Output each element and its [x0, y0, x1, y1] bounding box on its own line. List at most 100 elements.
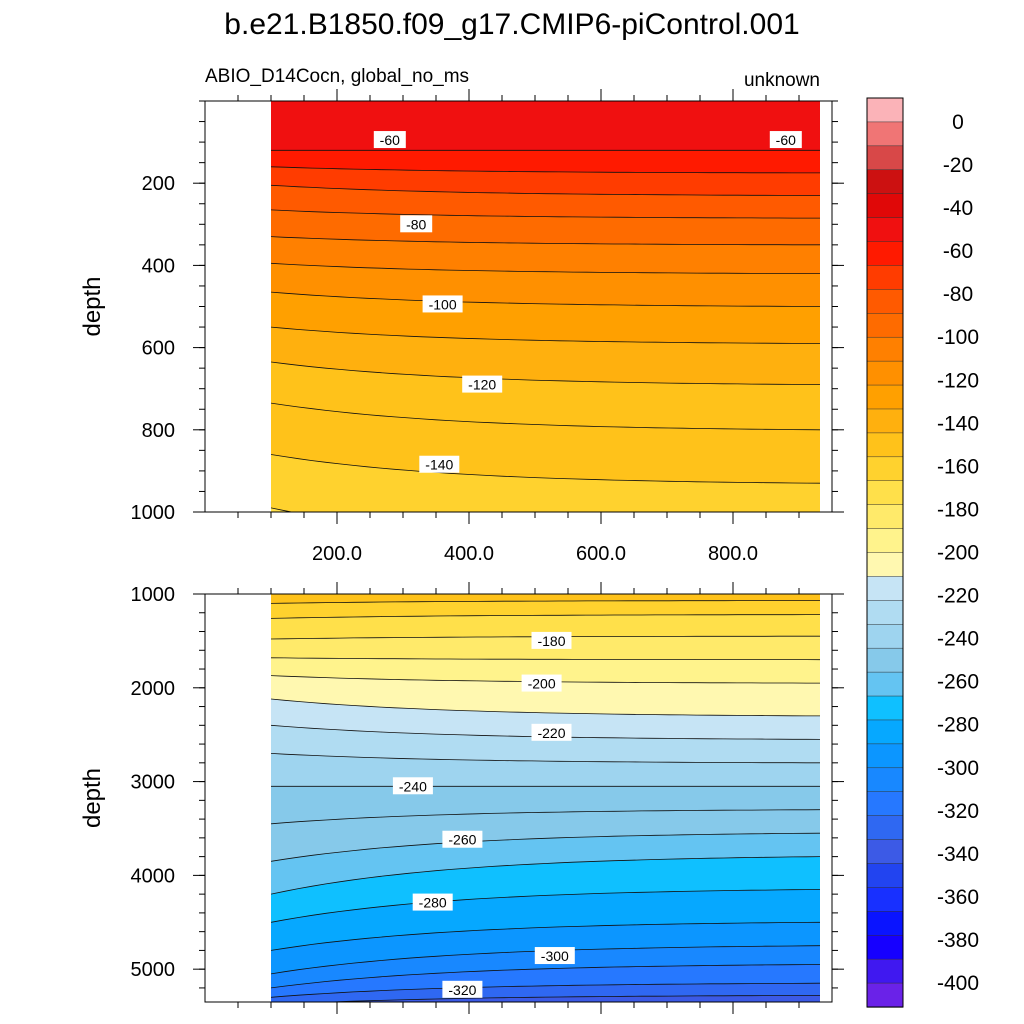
svg-text:-180: -180 [537, 633, 565, 649]
colorbar-swatch [866, 863, 904, 889]
svg-text:-260: -260 [448, 832, 476, 848]
contour-line [271, 184, 820, 196]
svg-text:-200: -200 [528, 676, 556, 692]
contour-label: -100 [422, 295, 463, 313]
colorbar-swatch [866, 934, 904, 960]
svg-text:-60: -60 [380, 132, 400, 148]
colorbar-swatch [866, 839, 904, 865]
contour-band [271, 507, 292, 512]
filled-contours [271, 101, 820, 512]
contour-line [271, 600, 820, 604]
x-tick-label: 200.0 [312, 543, 362, 565]
panel-1: -60 -60 -80 -100 -120 -140 200 400 600 800 1000 200… [79, 89, 844, 565]
contour-line [271, 236, 820, 246]
contour-line [271, 982, 820, 998]
contour-line [271, 832, 820, 862]
contour-line [271, 657, 820, 661]
colorbar-swatch [866, 695, 904, 721]
contour-label: -80 [400, 215, 433, 233]
colorbar-label: -100 [937, 326, 979, 349]
colorbar-label: -360 [937, 886, 979, 909]
colorbar-swatch [866, 360, 904, 386]
colorbar-swatch [866, 552, 904, 578]
colorbar-swatch [866, 313, 904, 338]
svg-text:-60: -60 [776, 132, 796, 148]
colorbar-swatch [866, 384, 904, 410]
contour-line [271, 921, 820, 951]
contour-label: -60 [373, 131, 406, 149]
figure-title: b.e21.B1850.f09_g17.CMIP6-piControl.001 [224, 8, 799, 41]
contour-line [271, 291, 820, 307]
colorbar-label: -160 [937, 455, 979, 478]
colorbar-swatch [866, 193, 904, 219]
filled-contours [271, 594, 820, 1002]
colorbar-swatch [866, 958, 904, 984]
contour-line [271, 166, 820, 174]
contour-label: -60 [769, 131, 802, 149]
contour-line [271, 454, 820, 484]
colorbar-swatch [866, 145, 904, 171]
colorbar-swatch [866, 289, 904, 314]
units-label: unknown [744, 70, 820, 91]
colorbar-label: -140 [937, 412, 979, 435]
colorbar-swatch [866, 719, 904, 745]
colorbar-swatch [866, 887, 904, 912]
contour-label: -140 [419, 455, 460, 473]
y-tick-label: 600 [142, 338, 175, 360]
contour-line [271, 402, 820, 431]
colorbar-label: 0 [952, 111, 964, 134]
colorbar-label: -200 [937, 542, 979, 565]
contour-line [271, 753, 820, 764]
x-tick-label: 400.0 [444, 543, 494, 565]
colorbar-swatch [866, 169, 904, 195]
svg-text:-80: -80 [406, 216, 426, 232]
y-tick-label: 2000 [131, 678, 176, 700]
colorbar-swatch [866, 528, 904, 554]
y-tick-label: 3000 [131, 772, 176, 794]
colorbar-swatch [866, 576, 904, 601]
colorbar-swatch [866, 647, 904, 673]
colorbar-label: -220 [937, 585, 979, 608]
colorbar-label: -80 [943, 283, 973, 306]
contour-line [271, 964, 820, 989]
colorbar-swatch [866, 982, 904, 1008]
colorbar-swatch [866, 480, 904, 506]
colorbar-swatch [866, 815, 904, 841]
contour-band [332, 995, 820, 1002]
panel-2: -180 -200 -220 -240 -260 -280 -300 -320 1000 2000… [79, 582, 844, 1014]
y-axis-title: depth [79, 768, 106, 828]
colorbar-label: -380 [937, 929, 979, 952]
y-tick-label: 800 [142, 420, 175, 442]
colorbar-label: -320 [937, 800, 979, 823]
colorbar-label: -400 [937, 972, 979, 995]
colorbar-swatch [866, 97, 904, 123]
contour-band [271, 454, 820, 512]
colorbar-swatch [866, 624, 904, 649]
contour-line [271, 809, 820, 825]
contour-line [271, 614, 820, 619]
colorbar-swatch [866, 432, 904, 458]
colorbar-swatch [866, 671, 904, 697]
colorbar-label: -240 [937, 628, 979, 651]
colorbar-swatch [866, 791, 904, 817]
y-tick-label: 4000 [131, 865, 176, 887]
colorbar-label: -300 [937, 757, 979, 780]
contour-line [271, 856, 820, 895]
contour-label: -240 [392, 777, 433, 795]
svg-text:-100: -100 [429, 296, 457, 312]
colorbar-swatch [866, 767, 904, 793]
y-tick-label: 1000 [131, 584, 176, 606]
contour-line [271, 326, 820, 344]
contour-label: -200 [521, 674, 562, 692]
colorbar-swatch [866, 336, 904, 362]
y-axis-title: depth [79, 276, 106, 336]
colorbar-label: -60 [943, 240, 973, 263]
contour-line [323, 995, 820, 1002]
colorbar-swatch [866, 265, 904, 291]
svg-text:-300: -300 [541, 948, 569, 964]
svg-text:-320: -320 [448, 982, 476, 998]
variable-label: ABIO_D14Cocn, global_no_ms [205, 66, 469, 87]
x-tick-label: 800.0 [708, 543, 758, 565]
svg-text:-140: -140 [425, 457, 453, 473]
colorbar-swatch [866, 743, 904, 769]
